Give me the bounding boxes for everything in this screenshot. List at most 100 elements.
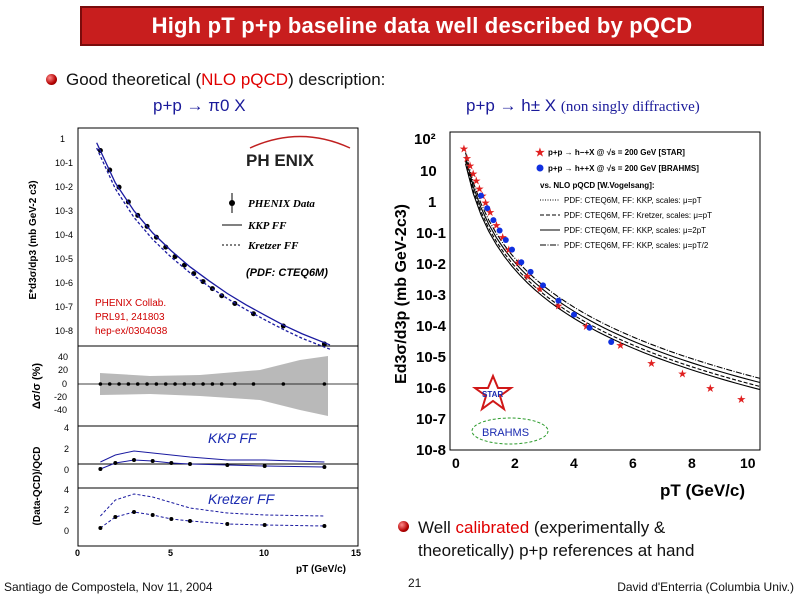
star-data-point: ★ [468, 168, 478, 180]
star-data-point: ★ [736, 394, 746, 406]
brahms-logo: BRAHMS [471, 417, 549, 445]
xtick-r-3: 6 [629, 455, 637, 471]
star-data-point: ★ [485, 207, 495, 219]
label-kretzer: Kretzer FF [208, 491, 276, 507]
left-ylabel-mid: Δσ/σ (%) [31, 363, 43, 410]
left-kretzer-ratio-point [225, 522, 230, 526]
systematic-band [100, 356, 328, 416]
bullet2-line2: theoretically) p+p references at hand [418, 541, 695, 560]
ytick-r-5: 10-3 [416, 287, 446, 304]
ytick-top-3: 10-3 [55, 206, 73, 216]
right-theory-kkp [464, 156, 761, 384]
ytick-bot1-1: 2 [64, 444, 69, 454]
label-kkp: KKP FF [208, 430, 258, 446]
left-ylabel-top: E*d3σ/dp3 (mb GeV-2 c3) [28, 180, 39, 299]
star-data-point: ★ [498, 232, 508, 244]
left-data-point [219, 293, 225, 299]
left-top-yticks: 1 10-1 10-2 10-3 10-4 10-5 10-6 10-7 10-… [55, 134, 73, 336]
left-kretzer-ratio-point [322, 524, 327, 528]
xtick-r-1: 2 [511, 455, 519, 471]
left-bot-yticks: 4 2 0 4 2 0 [64, 423, 69, 536]
footer-right: David d'Enterria (Columbia Univ.) [617, 580, 794, 594]
ytick-r-1: 10 [420, 163, 437, 180]
left-residual-point [135, 382, 140, 386]
xtick-r-4: 8 [688, 455, 696, 471]
left-residual-point [126, 382, 131, 386]
legend-data: PHENIX Data [248, 198, 315, 210]
left-residual-point [201, 382, 205, 386]
bullet-icon-2 [398, 521, 409, 532]
left-kkp-ratio-point [113, 461, 118, 465]
legend-pdf4: PDF: CTEQ6M, FF: KKP, scales: μ=pT/2 [564, 241, 709, 250]
xtick-r-5: 10 [740, 455, 756, 471]
left-kretzer-ratio [100, 511, 325, 529]
left-kretzer-ratio-point [169, 517, 174, 521]
ytick-r-6: 10-4 [416, 318, 447, 335]
legend-vs: vs. NLO pQCD [W.Vogelsang]: [540, 181, 655, 190]
ref-line1: PHENIX Collab. [95, 298, 166, 309]
left-kretzer-ratio-point [132, 510, 136, 514]
brahms-data-point [586, 324, 593, 331]
star-data-point: ★ [647, 358, 657, 370]
slide-title-text: High pT p+p baseline data well described… [151, 13, 693, 38]
left-heading: p+p → π0 X [153, 96, 246, 115]
left-mid-points [98, 382, 327, 386]
left-kkp-curve [96, 142, 331, 346]
ytick-bot1-0: 4 [64, 423, 69, 433]
left-kkp-ratio-upper [100, 450, 325, 463]
left-kkp-ratio-point [169, 461, 174, 465]
brahms-data-point [571, 311, 577, 318]
right-heading-note: (non singly diffractive) [560, 99, 700, 115]
xtick-r-2: 4 [570, 455, 578, 471]
right-frame [449, 131, 761, 451]
legend-pdf2: PDF: CTEQ6M, FF: Kretzer, scales: μ=pT [564, 211, 712, 220]
xtick-left-0: 0 [75, 548, 80, 558]
right-xlabel: pT (GeV/c) [660, 481, 745, 500]
ytick-mid-4: -40 [54, 405, 67, 415]
left-residual-point [281, 382, 286, 386]
star-data-point: ★ [705, 383, 715, 395]
ytick-r-0: 10² [414, 131, 436, 148]
ytick-r-8: 10-6 [416, 380, 446, 397]
bullet2-line1: Well calibrated (experimentally & [418, 516, 694, 539]
ytick-top-8: 10-8 [55, 326, 73, 336]
right-theory-kretzer [464, 160, 761, 388]
left-residual-point [182, 382, 187, 386]
right-heading: p+p → h± X (non singly diffractive) [466, 96, 700, 116]
left-mid-yticks: 40 20 0 -20 -40 [54, 352, 68, 415]
star-data-point: ★ [523, 271, 533, 283]
star-logo: STAR [471, 373, 515, 412]
star-data-point: ★ [535, 283, 545, 295]
bullet-text-1: Good theoretical (NLO pQCD) description: [66, 70, 385, 90]
left-kretzer-curve [96, 147, 331, 350]
ytick-bot2-1: 2 [64, 505, 69, 515]
star-data-point: ★ [492, 220, 502, 232]
ytick-top-5: 10-5 [55, 254, 73, 264]
left-residual-point [210, 382, 215, 386]
slide-title: High pT p+p baseline data well described… [80, 6, 764, 46]
left-kretzer-ratio-point [188, 519, 192, 523]
left-residual-point [219, 382, 224, 386]
right-curves: ★★★★★★★★★★★★★★★★★★★★★★ [459, 144, 761, 406]
ytick-top-0: 1 [60, 134, 65, 144]
brahms-data-point [496, 227, 503, 234]
star-data-point: ★ [554, 300, 564, 312]
bullet-icon [46, 74, 57, 85]
ytick-mid-0: 40 [58, 352, 68, 362]
ytick-mid-3: -20 [54, 392, 67, 402]
footer-page-number: 21 [408, 576, 422, 590]
pdf-note: (PDF: CTEQ6M) [246, 267, 328, 279]
left-reference: PHENIX Collab. PRL91, 241803 hep-ex/0304… [95, 298, 168, 337]
left-residual-point [154, 382, 159, 386]
bullet2-prefix: Well [418, 518, 456, 537]
star-data-point: ★ [459, 144, 469, 156]
brahms-data-point [608, 338, 615, 345]
brahms-logo-text: BRAHMS [482, 427, 529, 439]
bullet2-suffix: (experimentally & [529, 518, 666, 537]
left-residual-point [322, 382, 327, 386]
legend-star-marker: ★ [535, 147, 545, 159]
right-figure: 10² 10 1 10-1 10-2 10-3 10-4 10-5 10-6 1… [393, 131, 761, 500]
left-residual-point [98, 382, 103, 386]
star-data-point: ★ [462, 153, 472, 165]
star-data-point: ★ [471, 175, 481, 187]
